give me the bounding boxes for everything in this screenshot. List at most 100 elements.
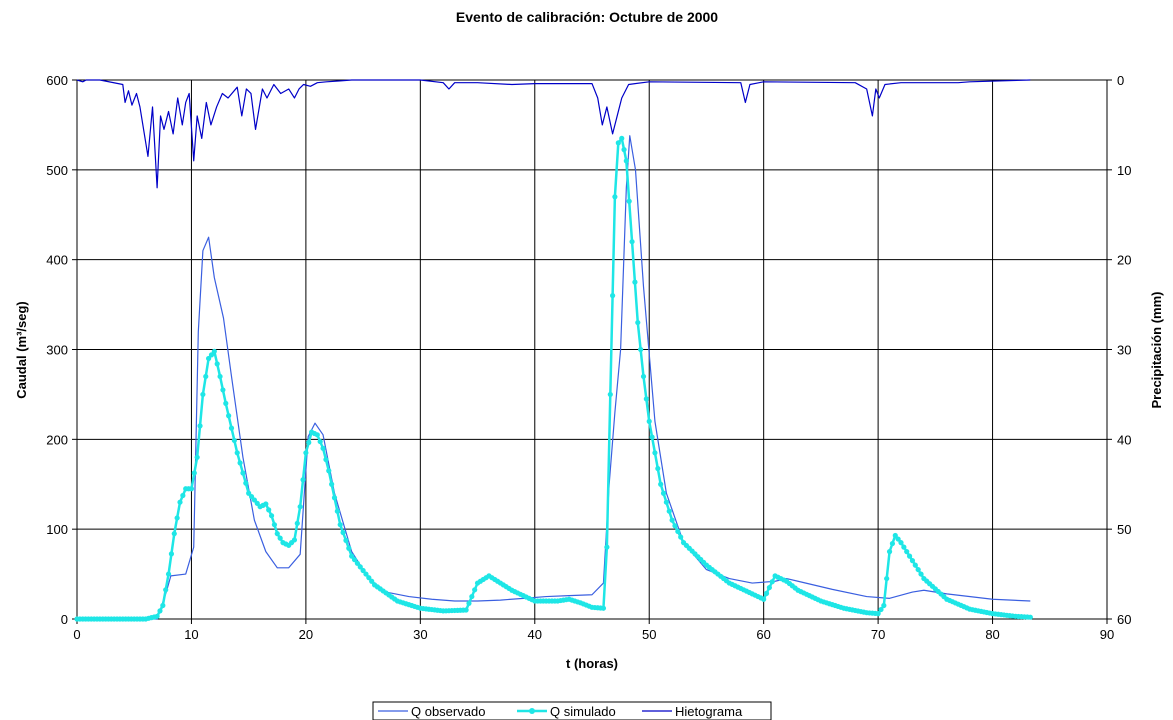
point-q-simulado bbox=[766, 584, 772, 591]
point-q-simulado bbox=[360, 567, 366, 574]
legend-label-q-observado: Q observado bbox=[411, 704, 485, 719]
point-q-simulado bbox=[658, 481, 664, 487]
point-q-simulado bbox=[761, 596, 767, 602]
point-q-simulado bbox=[763, 590, 770, 597]
point-q-simulado bbox=[303, 450, 309, 456]
point-q-simulado bbox=[266, 507, 272, 513]
point-q-simulado bbox=[898, 540, 904, 546]
point-q-simulado bbox=[912, 562, 918, 568]
point-q-simulado bbox=[875, 611, 881, 617]
point-q-simulado bbox=[906, 553, 913, 559]
point-q-simulado bbox=[294, 520, 300, 526]
point-q-simulado bbox=[237, 460, 243, 466]
point-q-simulado bbox=[208, 352, 215, 358]
point-q-simulado bbox=[217, 373, 223, 380]
point-q-simulado bbox=[197, 423, 203, 429]
point-q-simulado bbox=[918, 571, 924, 577]
x-tick-label: 90 bbox=[1100, 627, 1114, 642]
point-q-simulado bbox=[649, 434, 655, 440]
point-q-simulado bbox=[678, 534, 684, 540]
point-q-simulado bbox=[629, 239, 635, 245]
legend-label-hietograma: Hietograma bbox=[675, 704, 743, 719]
point-q-simulado bbox=[331, 495, 338, 501]
x-tick-label: 10 bbox=[184, 627, 198, 642]
point-q-simulado bbox=[300, 477, 306, 483]
point-q-simulado bbox=[203, 373, 209, 380]
y-tick-label: 400 bbox=[46, 253, 68, 268]
point-q-simulado bbox=[615, 140, 621, 146]
point-q-simulado bbox=[632, 279, 638, 285]
y2-axis-ticks: 60 50 40 30 20 10 0 bbox=[1107, 73, 1131, 627]
y-tick-label: 100 bbox=[46, 522, 68, 537]
point-q-simulado bbox=[291, 537, 298, 543]
point-q-simulado bbox=[268, 513, 275, 519]
point-q-simulado bbox=[660, 490, 667, 496]
point-q-simulado bbox=[663, 499, 669, 505]
point-q-simulado bbox=[619, 135, 625, 141]
point-q-simulado bbox=[340, 529, 346, 536]
y-tick-label: 200 bbox=[46, 432, 68, 447]
y2-tick-label: 60 bbox=[1117, 612, 1131, 627]
point-q-simulado bbox=[214, 361, 220, 367]
point-q-simulado bbox=[366, 575, 372, 581]
x-tick-label: 80 bbox=[985, 627, 999, 642]
point-q-simulado bbox=[154, 613, 160, 619]
point-q-simulado bbox=[369, 578, 375, 584]
point-q-simulado bbox=[188, 486, 195, 492]
point-q-simulado bbox=[317, 438, 323, 445]
point-q-simulado bbox=[277, 535, 283, 541]
y-axis-ticks: 0 100 200 300 400 500 600 bbox=[46, 73, 77, 627]
point-q-simulado bbox=[180, 492, 186, 499]
point-q-simulado bbox=[892, 532, 898, 539]
point-q-simulado bbox=[666, 508, 672, 514]
x-tick-label: 40 bbox=[528, 627, 542, 642]
y2-tick-label: 30 bbox=[1117, 343, 1131, 358]
point-q-simulado bbox=[349, 553, 355, 559]
point-q-simulado bbox=[652, 450, 658, 456]
y-tick-label: 500 bbox=[46, 163, 68, 178]
point-q-simulado bbox=[881, 602, 887, 609]
x-axis-ticks: 0 10 20 30 40 50 60 70 80 90 bbox=[73, 619, 1114, 642]
point-q-simulado bbox=[621, 147, 627, 153]
grid bbox=[77, 80, 1107, 619]
point-q-simulado bbox=[889, 540, 896, 547]
point-q-simulado bbox=[211, 348, 217, 354]
point-q-simulado bbox=[612, 194, 618, 200]
point-q-simulado bbox=[655, 465, 661, 472]
y-axis-label: Caudal (m³/seg) bbox=[14, 301, 29, 399]
point-q-simulado bbox=[884, 575, 890, 582]
legend-label-q-simulado: Q simulado bbox=[550, 704, 616, 719]
series-line-hietograma bbox=[76, 79, 1031, 189]
point-q-simulado bbox=[904, 549, 910, 555]
point-q-simulado bbox=[168, 551, 175, 557]
series-group bbox=[74, 79, 1033, 622]
point-q-simulado bbox=[640, 373, 647, 380]
point-q-simulado bbox=[895, 536, 901, 542]
point-q-simulado bbox=[334, 508, 340, 514]
legend-marker-q-simulado bbox=[529, 708, 535, 714]
point-q-simulado bbox=[206, 355, 212, 362]
point-q-simulado bbox=[329, 481, 335, 487]
x-tick-label: 20 bbox=[299, 627, 313, 642]
point-q-simulado bbox=[220, 387, 226, 393]
point-q-simulado bbox=[623, 158, 629, 164]
point-q-simulado bbox=[466, 600, 472, 606]
point-q-simulado bbox=[223, 400, 229, 406]
x-tick-label: 0 bbox=[73, 627, 80, 642]
x-tick-label: 60 bbox=[756, 627, 770, 642]
point-q-simulado bbox=[243, 480, 249, 486]
point-q-simulado bbox=[646, 418, 652, 424]
point-q-simulado bbox=[878, 606, 884, 613]
legend-box bbox=[372, 701, 772, 720]
point-q-simulado bbox=[194, 454, 200, 460]
point-q-simulado bbox=[263, 501, 269, 507]
y2-tick-label: 40 bbox=[1117, 432, 1131, 447]
point-q-simulado bbox=[909, 558, 916, 564]
point-q-simulado bbox=[240, 470, 246, 476]
point-q-simulado bbox=[363, 571, 369, 577]
y2-axis-label: Precipitación (mm) bbox=[1149, 291, 1164, 408]
y-tick-label: 300 bbox=[46, 343, 68, 358]
point-q-simulado bbox=[163, 587, 169, 593]
point-q-simulado bbox=[463, 607, 469, 613]
